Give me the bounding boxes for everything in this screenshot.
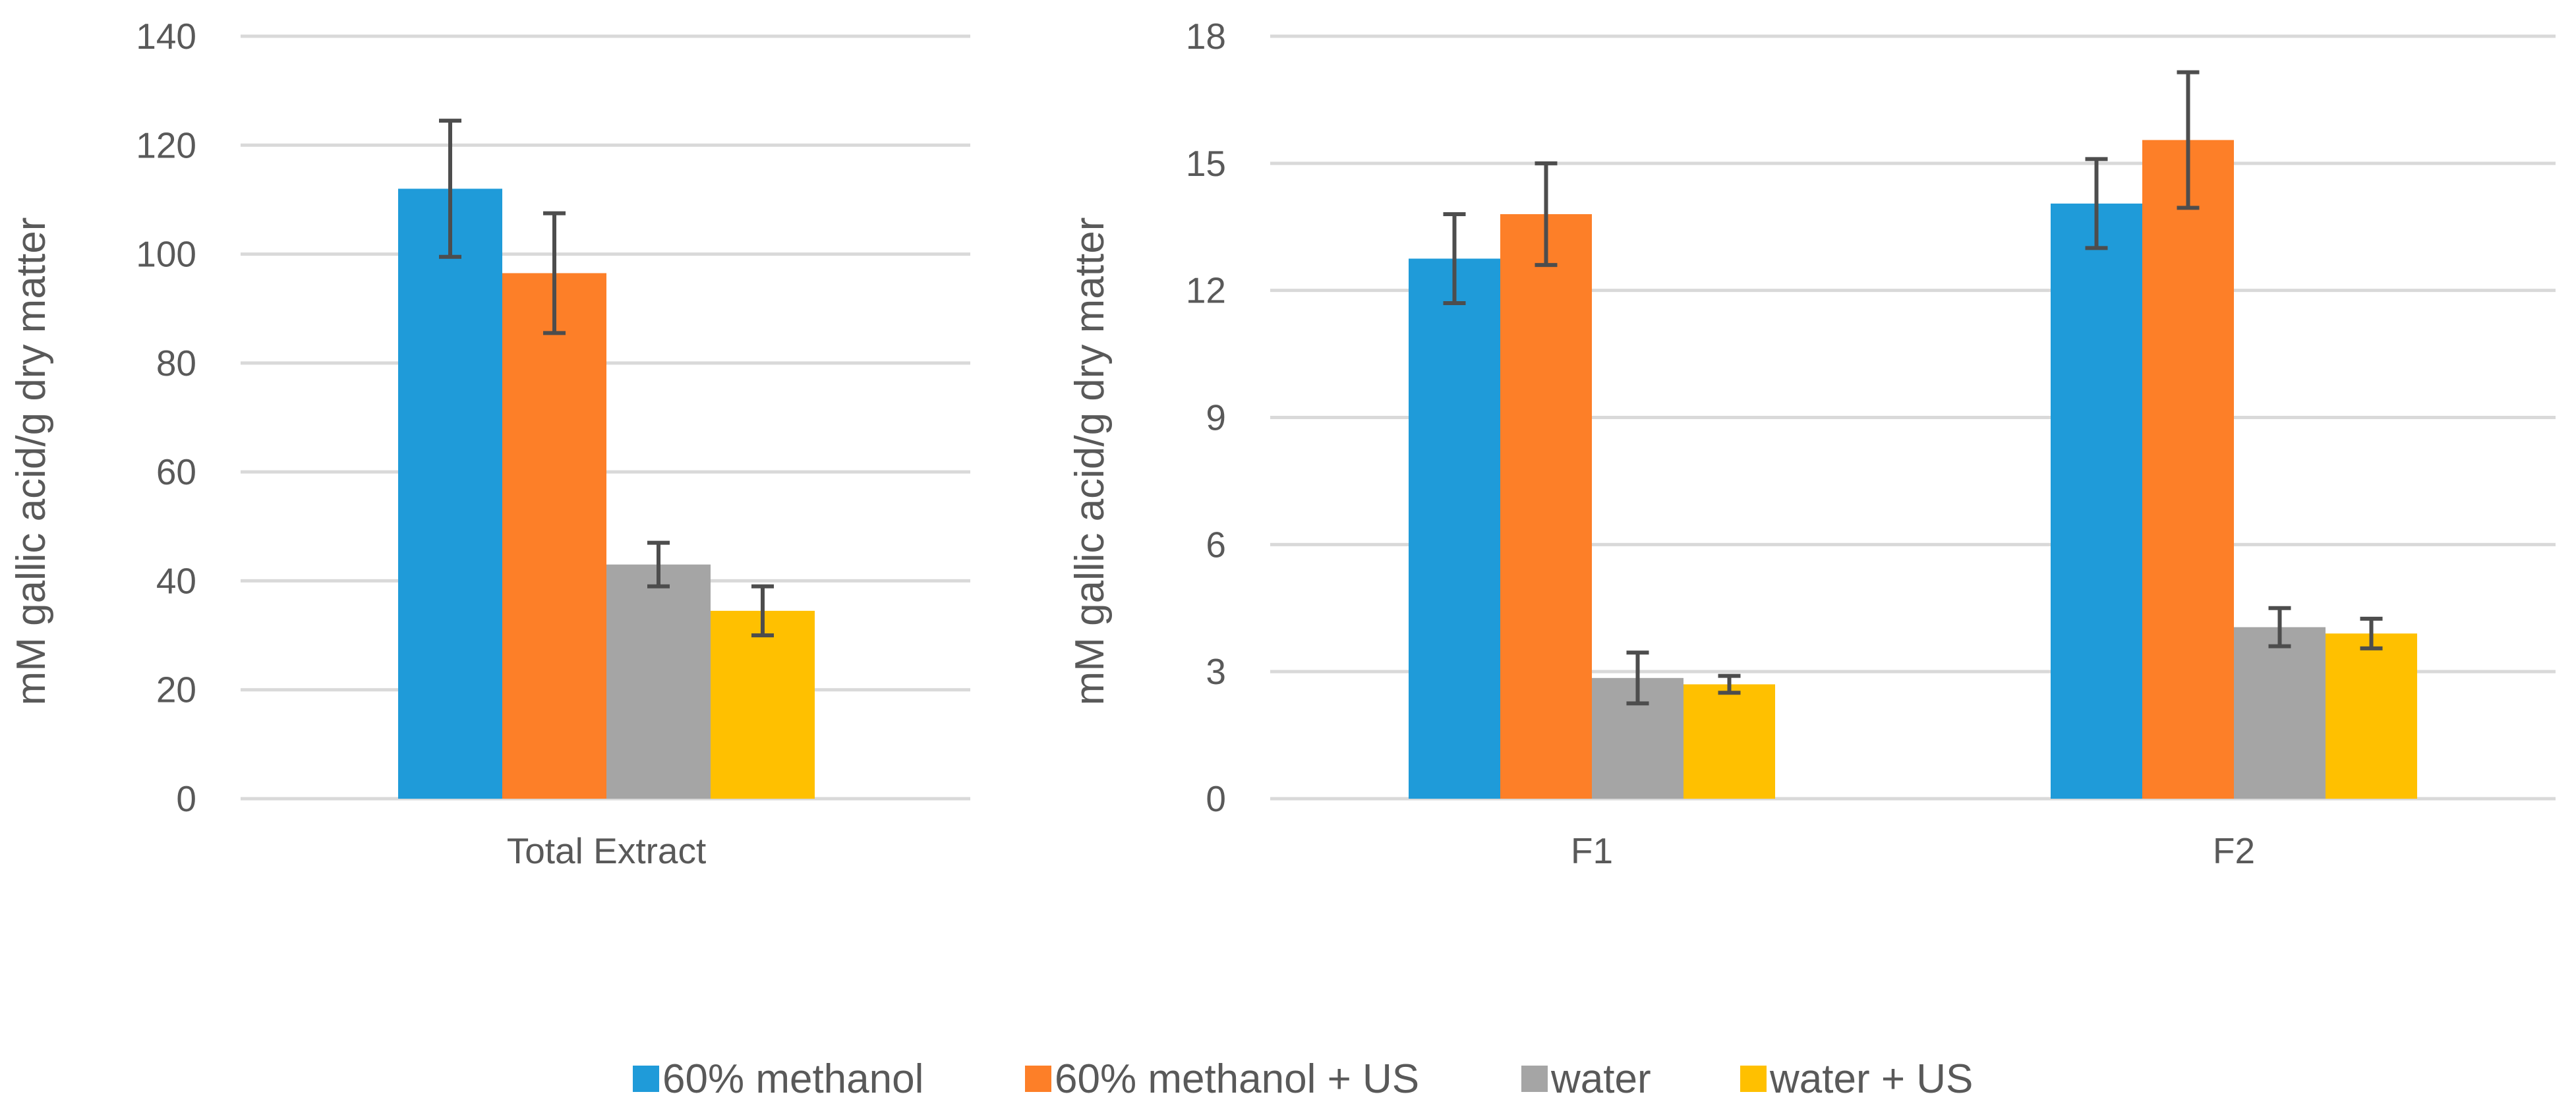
y-tick-label: 3	[1206, 651, 1226, 692]
y-tick-label: 20	[156, 670, 196, 710]
legend-swatch	[1740, 1066, 1767, 1092]
error-bar-water-us-f1	[1718, 673, 1741, 695]
error-bar-60-methanol-us-f2	[2177, 70, 2200, 210]
y-tick-label: 40	[156, 560, 196, 601]
legend-label: 60% methanol	[662, 1056, 923, 1102]
bar-water-us-total-extract	[711, 610, 815, 799]
chart-fractions: 0 3 6 9 12 15 18 mM gallic acid/g dry matter F1 F…	[1067, 16, 2556, 871]
legend-swatch	[633, 1066, 659, 1092]
bar-60-methanol-total-extract	[398, 188, 502, 799]
legend-label: water	[1550, 1056, 1651, 1102]
legend-swatch	[1025, 1066, 1051, 1092]
error-bar-60-methanol-us-f1	[1535, 161, 1558, 268]
bar-60-methanol-us-f2	[2142, 140, 2234, 799]
error-bar-water-total-extract	[647, 540, 670, 588]
legend: 60% methanol 60% methanol + US water water …	[633, 1056, 1973, 1102]
legend-item-water: water	[1521, 1056, 1651, 1102]
bar-water-us-f1	[1683, 684, 1775, 799]
y-tick-label: 0	[1206, 778, 1226, 819]
y-axis-label: mM gallic acid/g dry matter	[1067, 217, 1113, 706]
bar-60-methanol-f2	[2051, 203, 2142, 799]
error-bar-60-methanol-us-total-extract	[543, 211, 566, 335]
error-bar-60-methanol-f2	[2085, 157, 2108, 250]
y-tick-label: 140	[136, 16, 196, 57]
error-bar-water-us-f2	[2360, 616, 2383, 650]
bar-60-methanol-us-total-extract	[502, 273, 606, 799]
x-category-label: F1	[1571, 830, 1613, 871]
bar-water-total-extract	[606, 564, 711, 799]
y-tick-label: 100	[136, 234, 196, 275]
x-category-label: Total Extract	[507, 830, 707, 871]
error-bar-60-methanol-total-extract	[439, 119, 461, 259]
error-bar-60-methanol-f1	[1443, 212, 1466, 305]
y-tick-label: 9	[1206, 397, 1226, 438]
error-bar-water-us-total-extract	[751, 584, 774, 638]
y-tick-label: 120	[136, 125, 196, 165]
legend-label: water + US	[1769, 1056, 1973, 1102]
y-tick-label: 15	[1186, 143, 1226, 184]
legend-label: 60% methanol + US	[1055, 1056, 1419, 1102]
bar-60-methanol-us-f1	[1500, 214, 1592, 799]
bar-water-f2	[2234, 627, 2326, 799]
y-axis-label: mM gallic acid/g dry matter	[9, 217, 54, 706]
error-bar-water-f1	[1626, 650, 1649, 706]
y-tick-label: 18	[1186, 16, 1226, 57]
y-tick-label: 6	[1206, 524, 1226, 565]
y-tick-label: 12	[1186, 270, 1226, 311]
chart-total-extract: 0 20 40 60 80 100 120 140 mM gallic acid/g dry m…	[9, 16, 970, 871]
bar-60-methanol-f1	[1409, 258, 1500, 799]
legend-item-60-methanol-us: 60% methanol + US	[1025, 1056, 1419, 1102]
x-category-label: F2	[2213, 830, 2255, 871]
bar-water-us-f2	[2326, 633, 2417, 799]
legend-item-water-us: water + US	[1740, 1056, 1973, 1102]
y-tick-label: 60	[156, 451, 196, 492]
y-tick-label: 80	[156, 343, 196, 384]
y-tick-label: 0	[176, 778, 196, 819]
legend-item-60-methanol: 60% methanol	[633, 1056, 923, 1102]
error-bar-water-f2	[2268, 606, 2291, 648]
legend-swatch	[1521, 1066, 1548, 1092]
